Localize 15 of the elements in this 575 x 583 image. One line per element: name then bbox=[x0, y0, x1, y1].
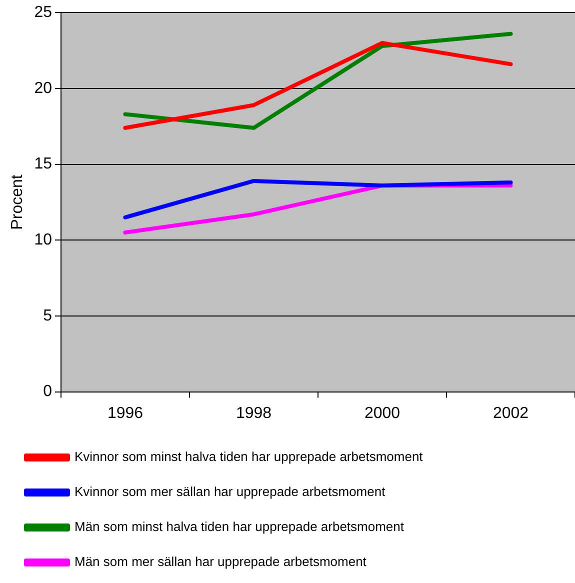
y-tick-label: 15 bbox=[34, 156, 52, 173]
y-tick-label: 10 bbox=[34, 232, 52, 249]
x-tick-label: 2002 bbox=[492, 404, 529, 422]
y-axis-title: Procent bbox=[9, 174, 26, 230]
x-tick-label: 2000 bbox=[364, 404, 400, 422]
y-tick-label: 20 bbox=[34, 80, 52, 97]
legend-label: Kvinnor som mer sällan har upprepade arbetsmoment bbox=[74, 484, 386, 500]
legend-label: Män som mer sällan har upprepade arbetsmoment bbox=[74, 554, 367, 570]
y-tick-label: 5 bbox=[43, 307, 52, 324]
y-tick-label: 25 bbox=[34, 4, 52, 22]
x-tick-label: 1998 bbox=[236, 404, 272, 422]
legend-label: Män som minst halva tiden har upprepade arbetsmoment bbox=[74, 519, 404, 534]
x-tick-label: 1996 bbox=[107, 404, 144, 422]
legend-label: Kvinnor som minst halva tiden har upprepade arbetsmoment bbox=[74, 449, 424, 464]
y-tick-label: 0 bbox=[43, 383, 52, 400]
